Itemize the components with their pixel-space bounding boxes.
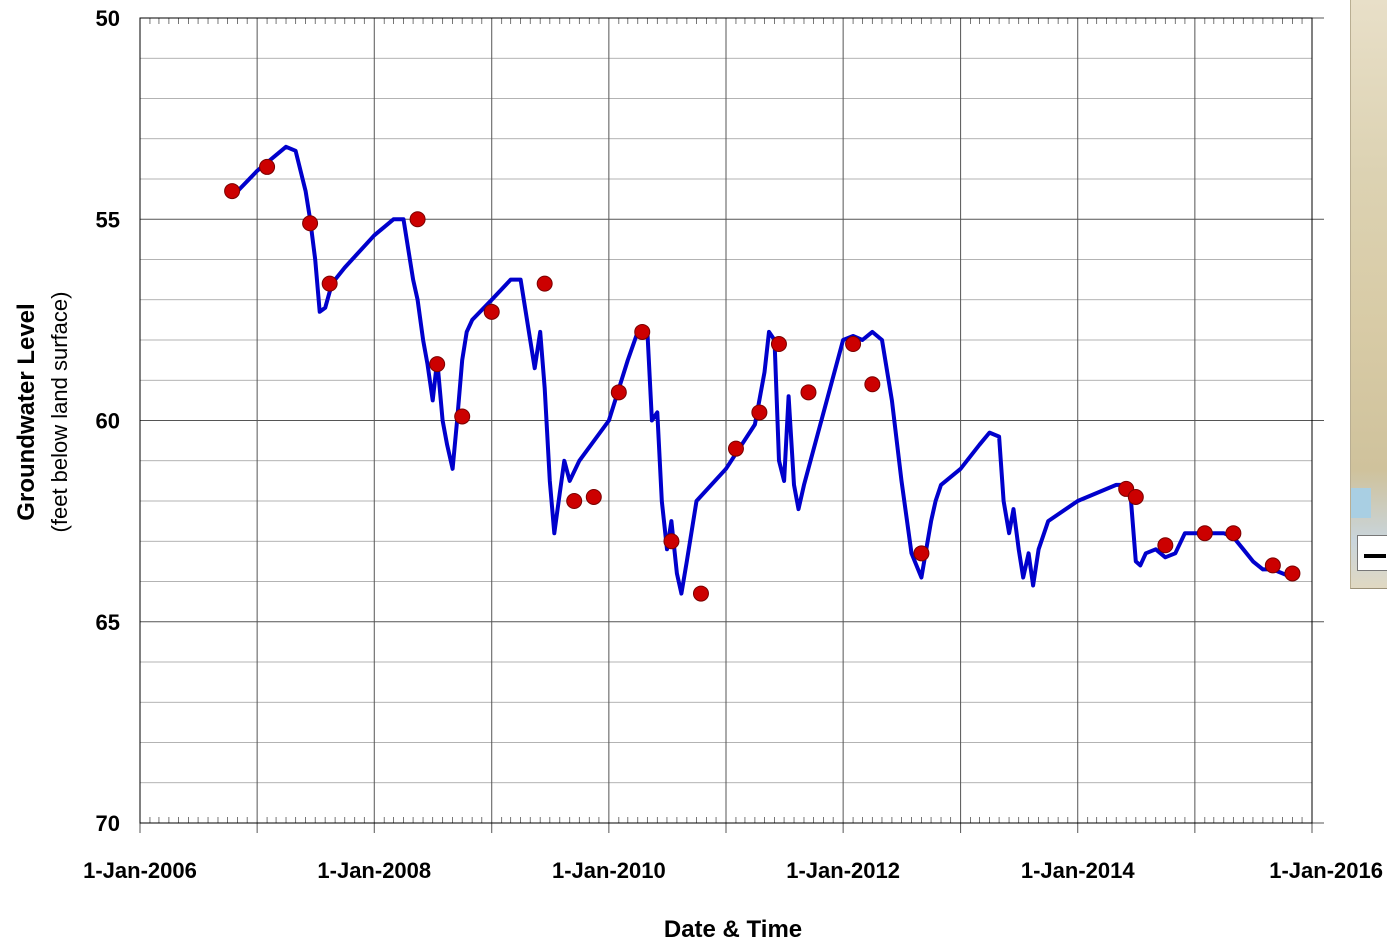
measurement-point: [864, 376, 881, 393]
y-tick-label: 70: [96, 811, 120, 836]
y-tick-labels: 50 55 60 65 70: [96, 6, 120, 836]
measurement-point: [913, 545, 930, 562]
measurement-point: [429, 356, 446, 373]
x-tick-label: 1-Jan-2016: [1269, 858, 1383, 883]
x-tick-label: 1-Jan-2008: [317, 858, 431, 883]
measurement-point: [536, 275, 553, 292]
measurement-point: [610, 384, 627, 401]
measurement-point: [663, 533, 680, 550]
measurement-markers: [224, 158, 1301, 602]
map-scale-box: [1357, 535, 1387, 571]
map-water-area: [1351, 488, 1371, 518]
y-tick-label: 55: [96, 207, 120, 232]
measurement-point: [1157, 537, 1174, 554]
map-scale-bar: [1364, 554, 1386, 558]
y-tick-label: 60: [96, 409, 120, 434]
measurement-point: [845, 336, 862, 353]
measurement-point: [302, 215, 319, 232]
y-axis-subtitle: (feet below land surface): [47, 292, 72, 533]
x-tick-labels: 1-Jan-2006 1-Jan-2008 1-Jan-2010 1-Jan-2012…: [83, 858, 1383, 883]
x-tick-label: 1-Jan-2006: [83, 858, 197, 883]
measurement-point: [1196, 525, 1213, 542]
measurement-point: [259, 158, 276, 175]
measurement-point: [727, 440, 744, 457]
measurement-point: [585, 488, 602, 505]
minor-ticks: [149, 18, 1303, 823]
x-tick-label: 1-Jan-2012: [786, 858, 900, 883]
measurement-point: [1225, 525, 1242, 542]
measurement-point: [483, 303, 500, 320]
x-tick-label: 1-Jan-2014: [1021, 858, 1136, 883]
measurement-point: [1284, 565, 1301, 582]
plot-frame: [139, 17, 1313, 824]
x-axis-title: Date & Time: [664, 916, 802, 942]
measurement-point: [800, 384, 817, 401]
measurement-point: [692, 585, 709, 602]
measurement-point: [1264, 557, 1281, 574]
measurement-point: [409, 211, 426, 228]
y-axis-title: Groundwater Level: [13, 303, 40, 520]
measurement-point: [321, 275, 338, 292]
measurement-point: [224, 183, 241, 200]
y-tick-label: 50: [96, 6, 120, 31]
measurement-point: [1127, 488, 1144, 505]
grid-lines: [139, 17, 1324, 833]
x-tick-label: 1-Jan-2010: [552, 858, 666, 883]
map-inset: [1350, 0, 1387, 589]
measurement-point: [770, 336, 787, 353]
measurement-point: [634, 323, 651, 340]
measurement-point: [751, 404, 768, 421]
measurement-point: [566, 493, 583, 509]
y-tick-label: 65: [96, 610, 120, 635]
measurement-point: [454, 408, 471, 425]
